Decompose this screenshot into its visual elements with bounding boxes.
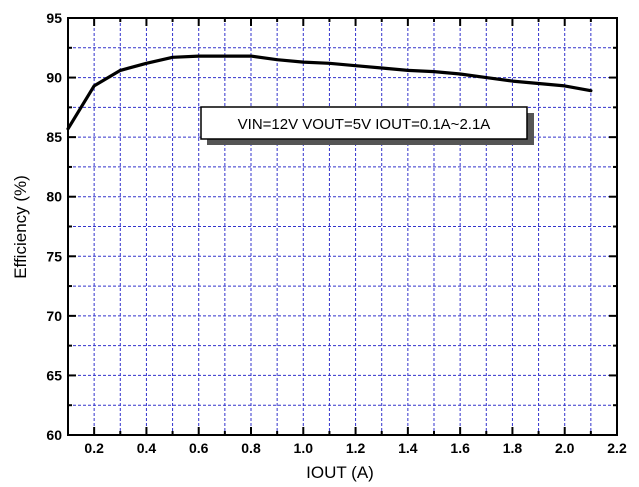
x-tick-label: 0.6 (189, 440, 209, 456)
y-tick-labels: 60 65 70 75 80 85 90 95 (46, 10, 62, 443)
x-tick-label: 1.6 (450, 440, 470, 456)
x-tick-label: 1.0 (294, 440, 314, 456)
y-tick-label: 60 (46, 427, 62, 443)
x-tick-label: 0.2 (84, 440, 104, 456)
annotation-text: VIN=12V VOUT=5V IOUT=0.1A~2.1A (238, 116, 491, 133)
y-tick-label: 65 (46, 367, 62, 383)
y-tick-label: 80 (46, 189, 62, 205)
y-axis-title: Efficiency (%) (11, 175, 30, 279)
y-tick-label: 75 (46, 248, 62, 264)
axis-ticks (68, 18, 618, 435)
efficiency-series-line (66, 54, 593, 131)
x-tick-label: 0.4 (137, 440, 157, 456)
y-tick-label: 90 (46, 70, 62, 86)
y-tick-label: 70 (46, 308, 62, 324)
x-axis-title: IOUT (A) (306, 463, 374, 482)
x-tick-label: 2.2 (607, 440, 627, 456)
y-tick-label: 95 (46, 10, 62, 26)
x-tick-labels: 0.2 0.4 0.6 0.8 1.0 1.2 1.4 1.6 1.8 2.0 2.2 (84, 440, 627, 456)
x-tick-label: 1.2 (346, 440, 366, 456)
annotation-box: VIN=12V VOUT=5V IOUT=0.1A~2.1A (200, 106, 534, 145)
x-tick-label: 1.4 (398, 440, 418, 456)
y-tick-label: 85 (46, 129, 62, 145)
x-tick-label: 0.8 (241, 440, 261, 456)
x-tick-label: 1.8 (503, 440, 523, 456)
series-line-group (66, 54, 593, 131)
x-tick-label: 2.0 (555, 440, 575, 456)
